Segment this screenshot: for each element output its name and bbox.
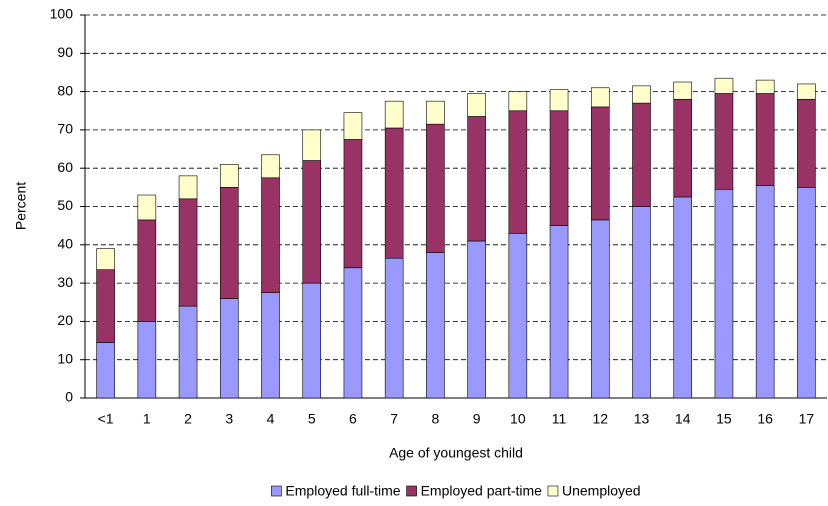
x-tick-label: <1 [98,411,114,427]
bar-segment [549,225,569,399]
x-tick-label: 16 [757,411,773,427]
bar-segment [178,198,198,307]
x-tick-label: 2 [184,411,192,427]
legend-label: Employed part-time [421,483,543,499]
legend-label: Unemployed [562,483,641,499]
x-tick-label: 12 [592,411,608,427]
x-tick-label: 6 [349,411,357,427]
x-tick-label: 7 [390,411,398,427]
bar-segment [219,298,239,399]
bar-segment [426,123,445,253]
x-tick-label: 15 [716,411,732,427]
y-tick-label: 90 [57,44,73,60]
bar-segment [178,175,198,200]
bar-segment [426,252,445,399]
x-tick-label: 1 [143,411,151,427]
y-tick-label: 10 [57,350,73,366]
x-tick-label: 4 [267,411,275,427]
bar-segment [797,83,816,100]
bar-segment [673,98,693,198]
bar-segment [261,292,280,399]
bar-segment [590,106,610,221]
legend-label: Employed full-time [285,483,400,499]
bar-segment [96,248,115,270]
legend-swatch [547,485,559,497]
bar-segment [384,100,404,129]
bar-segment [714,188,734,399]
x-tick-label: 9 [473,411,481,427]
x-tick-label: 3 [225,411,233,427]
bar-segment [590,219,610,399]
y-tick-label: 0 [65,389,73,405]
x-tick-label: 17 [799,411,815,427]
y-tick-label: 70 [57,121,73,137]
y-tick-label: 50 [57,197,73,213]
legend-swatch [406,485,417,497]
x-tick-label: 5 [308,411,316,427]
x-tick-label: 14 [675,411,691,427]
bar-segment [632,206,651,399]
bar-segment [797,187,816,399]
y-axis-title: Percent [13,182,29,230]
bar-segment [508,91,528,112]
bar-segment [384,257,404,399]
bar-segment [261,154,280,179]
bar-segment [302,282,322,399]
bar-segment [178,305,198,399]
bar-segment [467,116,486,242]
bar-segment [755,79,775,94]
bar-segment [508,110,528,234]
bar-segment [755,185,775,399]
bar-segment [714,77,734,94]
y-tick-label: 100 [50,6,74,22]
bar-segment [219,187,239,299]
bar-segment [467,93,486,117]
bar-segment [219,164,239,188]
bar-segment [261,177,280,293]
bar-segment [96,269,115,343]
y-tick-label: 30 [57,274,73,290]
bar-segment [302,160,322,284]
bar-segment [549,89,569,112]
x-tick-label: 8 [431,411,439,427]
bar-segment [384,127,404,259]
y-tick-label: 80 [57,82,73,98]
bar-segment [797,98,816,188]
x-axis-title: Age of youngest child [389,445,523,461]
bar-segment [137,219,157,322]
y-tick-label: 60 [57,159,73,175]
y-tick-label: 20 [57,312,73,328]
bar-segment [755,93,775,186]
bar-segment [632,85,651,104]
bar-segment [508,233,528,399]
bar-segment [137,321,157,399]
bar-segment [343,139,363,269]
x-tick-label: 13 [634,411,650,427]
bar-segment [137,194,157,221]
bar-segment [343,267,363,399]
x-tick-label: 11 [552,411,567,427]
bar-segment [343,112,363,140]
bar-segment [673,196,693,399]
x-tick-label: 10 [510,411,526,427]
legend-swatch [271,485,282,497]
bar-segment [549,110,569,226]
bar-segment [96,342,115,399]
bar-segment [426,100,445,125]
bar-segment [302,129,322,161]
y-tick-label: 40 [57,236,73,252]
bar-segment [590,87,610,108]
bar-segment [632,102,651,207]
bar-segment [673,81,693,100]
bar-segment [714,93,734,190]
bar-segment [467,240,486,399]
